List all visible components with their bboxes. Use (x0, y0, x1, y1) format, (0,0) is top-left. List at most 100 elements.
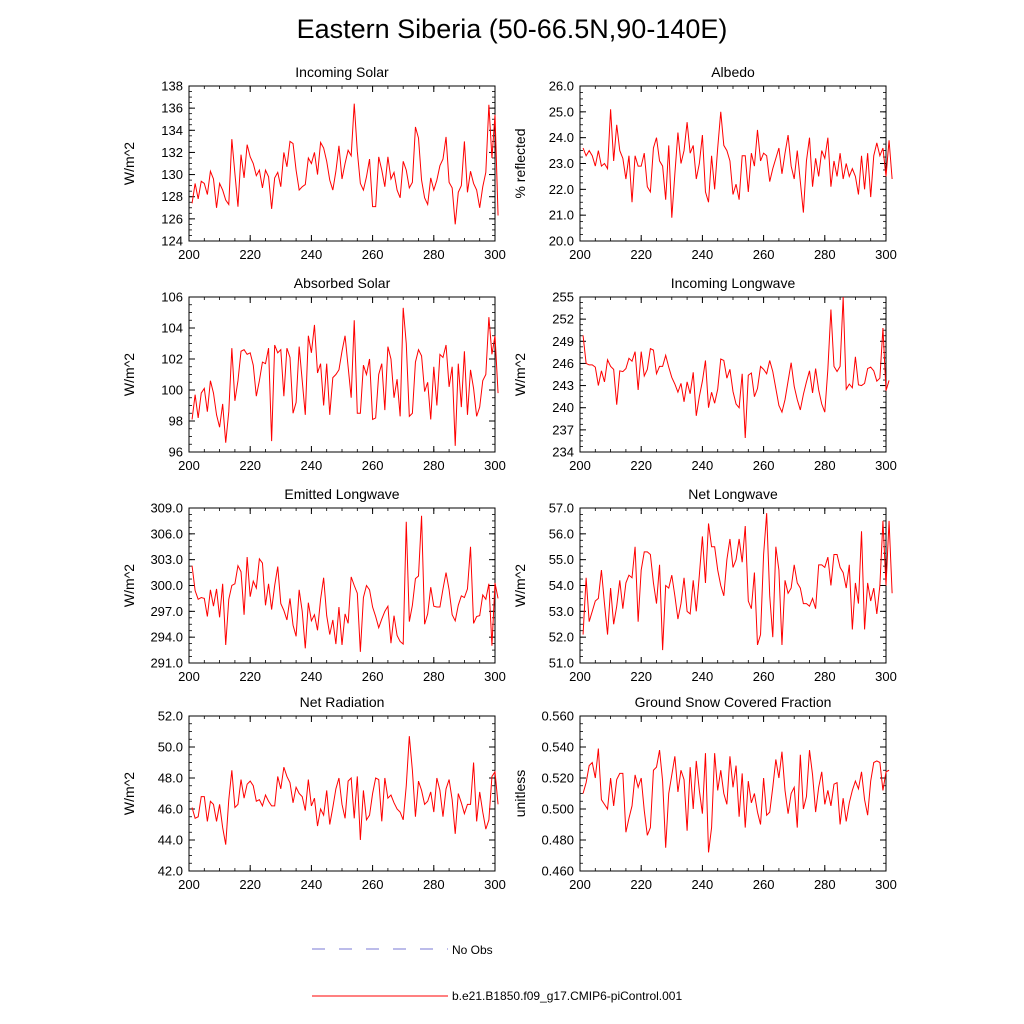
y-tick-label: 246 (552, 356, 574, 371)
x-tick-label: 280 (814, 247, 836, 262)
y-tick-label: 104 (161, 321, 183, 336)
y-tick-label: 237 (552, 422, 574, 437)
plot-frame (188, 85, 496, 242)
y-tick-label: 291.0 (150, 656, 183, 671)
plot-frame (579, 715, 887, 872)
y-tick-label: 25.0 (549, 104, 574, 119)
y-tick-label: 249 (552, 334, 574, 349)
series-line (191, 736, 499, 845)
y-tick-label: 52.0 (158, 709, 183, 724)
y-axis-label: W/m^2 (512, 353, 528, 396)
plot-title: Incoming Longwave (671, 275, 796, 291)
x-tick-label: 220 (239, 247, 261, 262)
plot-net-longwave: 200 220 240 260 280 300 51.0 52.0 53.0 54.0 55.0 56… (512, 486, 897, 684)
y-tick-label: 255 (552, 290, 574, 305)
y-tick-label: 303.0 (150, 552, 183, 567)
x-tick-label: 220 (239, 877, 261, 892)
x-tick-label: 240 (301, 247, 323, 262)
x-tick-label: 280 (423, 669, 445, 684)
x-tick-label: 220 (630, 247, 652, 262)
y-tick-label: 52.0 (549, 630, 574, 645)
x-tick-label: 240 (692, 247, 714, 262)
y-tick-label: 57.0 (549, 501, 574, 516)
y-tick-label: 46.0 (158, 802, 183, 817)
plot-incoming-longwave: 200 220 240 260 280 300 234 237 240 243 246 249 252 2… (512, 275, 897, 473)
x-tick-label: 240 (692, 458, 714, 473)
x-tick-label: 200 (569, 458, 591, 473)
x-tick-label: 200 (178, 877, 200, 892)
x-tick-label: 200 (569, 669, 591, 684)
x-tick-label: 300 (875, 247, 897, 262)
y-tick-label: 100 (161, 383, 183, 398)
x-tick-label: 300 (484, 669, 506, 684)
y-tick-label: 297.0 (150, 604, 183, 619)
plot-frame (188, 715, 496, 872)
y-tick-label: 0.560 (541, 709, 574, 724)
plot-title: Net Radiation (300, 694, 385, 710)
x-tick-label: 220 (239, 669, 261, 684)
y-tick-label: 21.0 (549, 208, 574, 223)
y-tick-label: 132 (161, 145, 183, 160)
x-tick-label: 240 (692, 669, 714, 684)
x-tick-label: 220 (630, 877, 652, 892)
series-line (191, 103, 499, 225)
y-tick-label: 136 (161, 101, 183, 116)
y-tick-label: 50.0 (158, 740, 183, 755)
y-tick-label: 44.0 (158, 833, 183, 848)
x-tick-label: 280 (814, 669, 836, 684)
plot-absorbed-solar: 200 220 240 260 280 300 96 98 100 102 104 106 Absorb… (121, 275, 506, 473)
y-tick-label: 306.0 (150, 526, 183, 541)
x-tick-label: 300 (484, 877, 506, 892)
y-axis-label: W/m^2 (512, 564, 528, 607)
series-line (582, 748, 890, 853)
x-tick-label: 240 (692, 877, 714, 892)
y-tick-label: 294.0 (150, 630, 183, 645)
series-line (191, 515, 499, 652)
plot-title: Absorbed Solar (294, 275, 391, 291)
y-tick-label: 0.540 (541, 740, 574, 755)
x-tick-label: 200 (178, 669, 200, 684)
y-tick-label: 240 (552, 400, 574, 415)
plot-albedo: 200 220 240 260 280 300 20.0 21.0 22.0 23.0 24.0 25… (512, 64, 897, 262)
y-tick-label: 252 (552, 312, 574, 327)
plot-frame (188, 296, 496, 453)
plot-incoming-solar: 200 220 240 260 280 300 124 126 128 130 132 134 136 1… (121, 64, 506, 262)
plot-title: Ground Snow Covered Fraction (635, 694, 832, 710)
y-tick-label: 98 (169, 414, 183, 429)
y-tick-label: 128 (161, 189, 183, 204)
y-tick-label: 0.460 (541, 864, 574, 879)
x-tick-label: 280 (814, 458, 836, 473)
y-tick-label: 23.0 (549, 156, 574, 171)
y-tick-label: 56.0 (549, 526, 574, 541)
y-tick-label: 234 (552, 445, 574, 460)
page-title: Eastern Siberia (50-66.5N,90-140E) (296, 14, 728, 44)
x-tick-label: 300 (484, 458, 506, 473)
x-tick-label: 200 (569, 877, 591, 892)
x-tick-label: 240 (301, 877, 323, 892)
plot-title: Net Longwave (688, 486, 778, 502)
y-tick-label: 55.0 (549, 552, 574, 567)
y-axis-label: W/m^2 (121, 142, 137, 185)
x-tick-label: 260 (753, 458, 775, 473)
y-tick-label: 309.0 (150, 501, 183, 516)
y-tick-label: 26.0 (549, 79, 574, 94)
y-tick-label: 124 (161, 234, 183, 249)
x-tick-label: 280 (423, 458, 445, 473)
plot-ground-snow-covered-fraction: 200 220 240 260 280 300 0.460 0.480 0.500 0.520 0.… (512, 694, 897, 892)
y-tick-label: 130 (161, 167, 183, 182)
y-tick-label: 51.0 (549, 656, 574, 671)
plot-title: Incoming Solar (295, 64, 389, 80)
x-tick-label: 220 (630, 458, 652, 473)
x-tick-label: 240 (301, 458, 323, 473)
y-tick-label: 20.0 (549, 234, 574, 249)
x-tick-label: 260 (362, 877, 384, 892)
y-tick-label: 53.0 (549, 604, 574, 619)
x-tick-label: 300 (484, 247, 506, 262)
plot-frame (579, 296, 887, 453)
y-tick-label: 300.0 (150, 578, 183, 593)
y-tick-label: 54.0 (549, 578, 574, 593)
y-tick-label: 22.0 (549, 182, 574, 197)
series-line (191, 307, 499, 446)
y-axis-label: W/m^2 (121, 353, 137, 396)
